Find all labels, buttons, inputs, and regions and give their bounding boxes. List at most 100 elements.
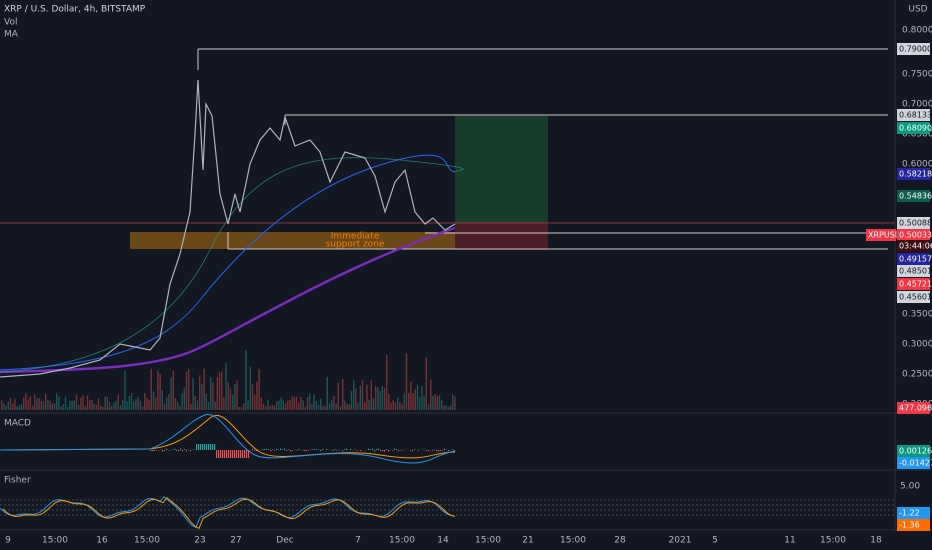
- macd-bar: [218, 450, 220, 458]
- badge-bg: [897, 278, 930, 290]
- volume-bar: [31, 405, 34, 410]
- macd-bar: [304, 450, 306, 452]
- volume-bar: [324, 405, 326, 410]
- volume-bar: [350, 391, 353, 410]
- volume-bar: [359, 385, 361, 410]
- badge-text: 477.096K: [899, 404, 932, 413]
- volume-bar: [443, 405, 445, 410]
- badge-bg: [897, 291, 930, 303]
- volume-bar: [113, 402, 115, 410]
- price-badge: 0.45601: [897, 291, 932, 303]
- volume-bar: [269, 405, 271, 410]
- volume-bar: [300, 396, 302, 410]
- volume-bar: [366, 384, 368, 410]
- volume-bar: [438, 395, 441, 410]
- macd-bar: [166, 448, 168, 450]
- volume-bar: [122, 400, 124, 410]
- badge-bg: [897, 507, 930, 519]
- volume-bar: [1, 400, 3, 410]
- volume-bar: [245, 350, 247, 410]
- macd-bar: [418, 450, 420, 451]
- volume-bar: [166, 396, 168, 410]
- volume-bar: [403, 392, 405, 410]
- volume-bar: [192, 378, 194, 410]
- volume-bar: [89, 400, 91, 410]
- volume-bar: [315, 401, 317, 410]
- price-badge: 0.48501: [897, 265, 932, 277]
- volume-bar: [218, 372, 221, 410]
- price-badge: 0.68090: [897, 122, 932, 134]
- macd-signal: [0, 415, 456, 459]
- ma-line: [0, 226, 456, 374]
- volume-bar: [276, 401, 278, 410]
- time-label: 15:00: [560, 536, 586, 546]
- macd-bar: [246, 450, 248, 458]
- macd-bar: [202, 444, 204, 450]
- volume-bar: [144, 393, 146, 410]
- volume-bar: [212, 382, 214, 410]
- macd-bar: [264, 449, 266, 450]
- volume-bar: [188, 369, 190, 410]
- annotation: Immediate: [331, 232, 380, 242]
- volume-bar: [45, 393, 47, 410]
- badge-bg: [897, 519, 930, 531]
- volume-bar: [311, 403, 313, 410]
- macd-bar: [162, 450, 164, 452]
- volume-bar: [152, 391, 155, 410]
- badge-text: 0.45721: [899, 280, 932, 289]
- macd-bar: [342, 450, 344, 452]
- volume-bar: [236, 380, 238, 410]
- volume-bar: [260, 397, 262, 410]
- volume-bar: [38, 397, 40, 410]
- macd-bar: [336, 450, 338, 451]
- time-label: 28: [614, 536, 626, 546]
- volume-bar: [421, 385, 423, 410]
- volume-bar: [161, 390, 163, 410]
- volume-bar: [91, 400, 93, 410]
- volume-bar: [205, 393, 207, 410]
- volume-bar: [326, 376, 328, 410]
- macd-bar: [216, 450, 218, 458]
- macd-bar: [440, 450, 442, 451]
- macd-bar: [232, 450, 234, 458]
- macd-bar: [370, 449, 372, 450]
- price-badge: 0.58218: [897, 168, 932, 180]
- volume-bar: [322, 405, 324, 410]
- macd-bar: [298, 448, 300, 450]
- macd-bar: [262, 449, 264, 450]
- badge-bg: [897, 265, 930, 277]
- volume-bar: [157, 370, 159, 410]
- volume-bar: [419, 397, 421, 410]
- volume-bar: [108, 401, 111, 410]
- volume-bar: [27, 399, 29, 410]
- volume-bar: [375, 385, 377, 410]
- volume-bar: [172, 370, 174, 410]
- volume-bar: [135, 399, 137, 410]
- macd-bar: [164, 450, 166, 451]
- volume-bar: [436, 395, 438, 410]
- macd-bar: [428, 450, 430, 451]
- volume-bar: [287, 400, 289, 410]
- macd-bar: [234, 450, 236, 458]
- volume-bar: [225, 363, 227, 410]
- macd-bar: [180, 448, 182, 450]
- volume-bar: [364, 402, 366, 410]
- stop-zone: [455, 223, 548, 250]
- macd-bar: [236, 450, 238, 458]
- badge-text: -1.22: [899, 509, 920, 518]
- volume-bar: [452, 394, 454, 410]
- macd-bar: [412, 450, 414, 452]
- time-label: 2021: [669, 536, 692, 546]
- volume-bar: [441, 400, 443, 410]
- volume-bar: [392, 400, 394, 410]
- macd-bar: [280, 448, 282, 450]
- volume-bar: [58, 396, 60, 410]
- macd-bar: [154, 450, 156, 451]
- volume-bar: [62, 403, 64, 410]
- volume-bar: [344, 400, 346, 410]
- macd-bar: [448, 450, 450, 451]
- time-axis: 9 15:00 16 15:00 23 27 Dec 7 15:00 14 15:00 21 15:00…: [5, 536, 882, 546]
